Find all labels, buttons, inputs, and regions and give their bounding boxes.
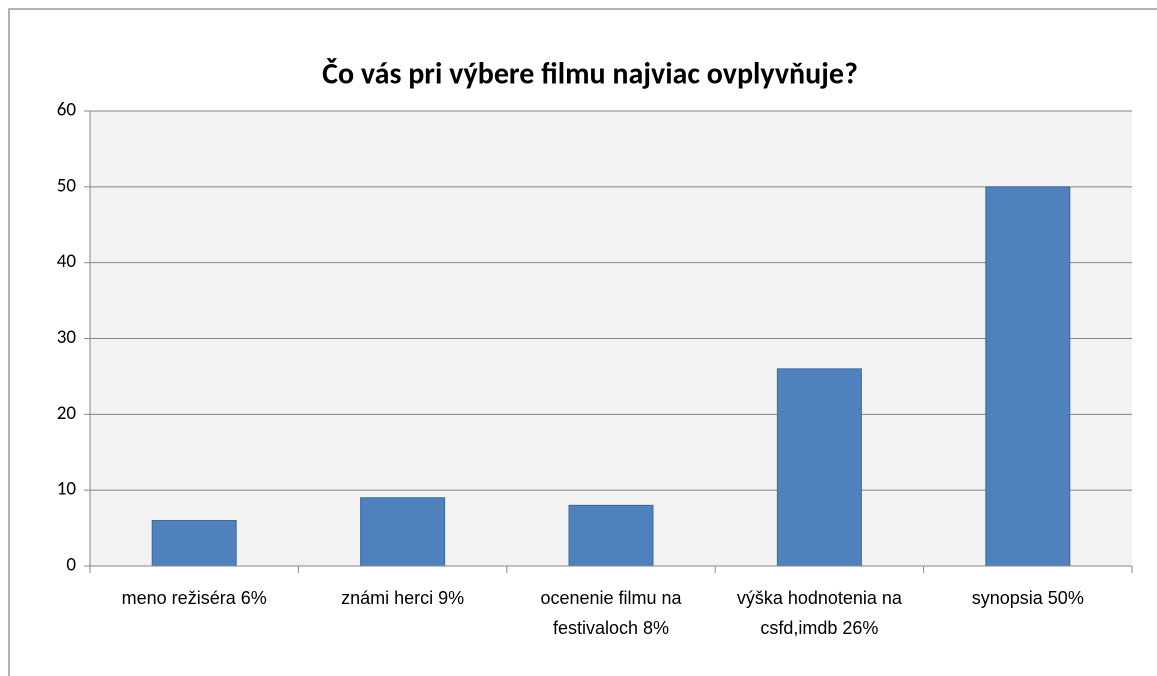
y-tick-label: 10 — [57, 478, 77, 501]
bar — [360, 497, 446, 567]
bar — [568, 504, 654, 567]
y-tick-label: 30 — [57, 326, 77, 349]
x-tick-label: známi herci 9% — [341, 588, 465, 608]
bar — [151, 520, 237, 567]
x-tick-label: ocenenie filmu na festivaloch 8% — [540, 588, 682, 638]
x-tick-label-box: synopsia 50% — [971, 588, 1084, 608]
chart-frame — [8, 8, 1157, 676]
x-tick-label: synopsia 50% — [971, 588, 1084, 608]
x-tick-label-box: ocenenie filmu na festivaloch 8% — [540, 588, 682, 638]
y-tick-label: 40 — [57, 250, 77, 273]
x-tick-label-box: výška hodnotenia na csfd,imdb 26% — [736, 588, 902, 638]
x-tick-label-box: meno režiséra 6% — [121, 588, 267, 608]
x-tick-label: výška hodnotenia na csfd,imdb 26% — [736, 588, 902, 638]
y-tick-label: 0 — [66, 554, 76, 577]
y-tick-label: 50 — [57, 174, 77, 197]
x-tick-label: meno režiséra 6% — [121, 588, 267, 608]
y-tick-label: 20 — [57, 402, 77, 425]
chart-title: Čo vás pri výbere filmu najviac ovplyvňu… — [322, 55, 858, 92]
bar — [776, 368, 862, 567]
y-tick-label: 60 — [57, 99, 77, 122]
bar — [985, 186, 1071, 567]
x-tick-label-box: známi herci 9% — [341, 588, 465, 608]
